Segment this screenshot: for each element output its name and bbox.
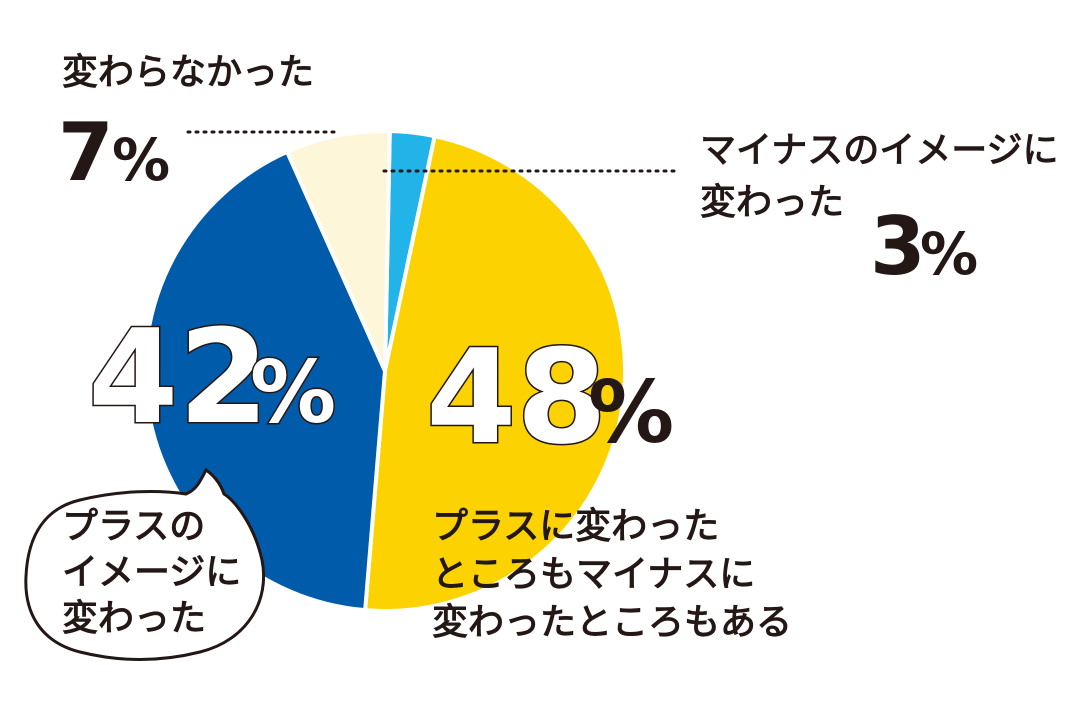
pie-slice-1	[363, 134, 627, 613]
label-positive-line2: イメージに	[62, 552, 241, 593]
value-positive: 42	[88, 301, 269, 453]
label-mixed-line2: ところもマイナスに	[432, 554, 755, 595]
label-positive-line1: プラスの	[62, 506, 205, 547]
label-mixed-line1: プラスに変わった	[432, 505, 719, 547]
label-negative-line2: 変わった	[700, 181, 844, 223]
label-mixed-line3: 変わったところもある	[432, 601, 792, 643]
unit-positive: %	[250, 343, 336, 443]
value-unchanged: 7	[58, 106, 114, 199]
pie-slice-3	[285, 129, 392, 373]
value-mixed: 48	[426, 321, 607, 473]
label-unchanged: 変わらなかった	[62, 51, 314, 93]
unit-unchanged: %	[112, 126, 170, 194]
unit-mixed: %	[588, 363, 674, 463]
label-negative-line1: マイナスのイメージに	[700, 130, 1059, 171]
value-negative: 3	[870, 200, 926, 293]
speech-bubble	[24, 467, 266, 661]
label-positive-line3: 変わった	[62, 597, 206, 639]
unit-negative: %	[920, 220, 978, 288]
